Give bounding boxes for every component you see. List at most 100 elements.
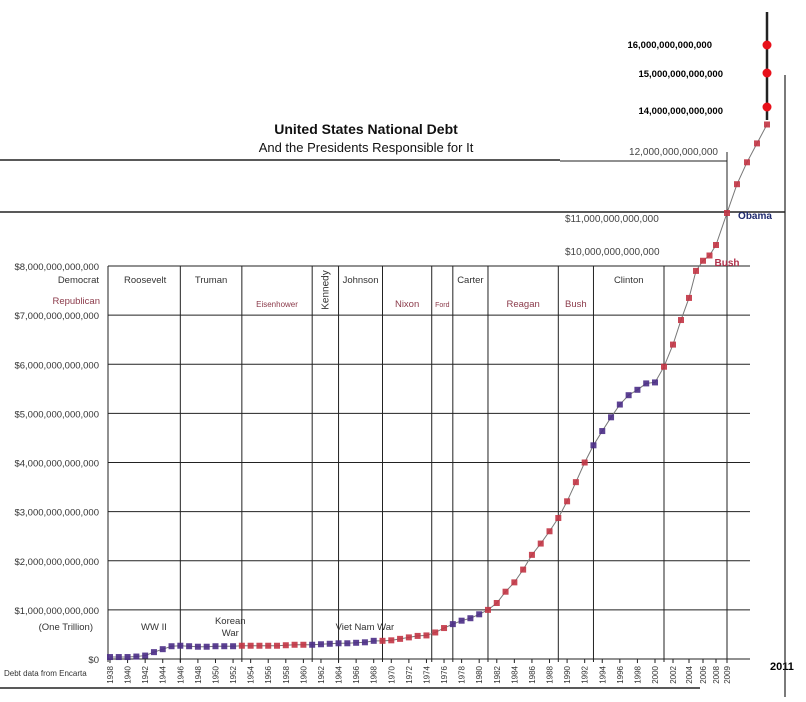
chart-title: United States National Debt — [274, 121, 458, 137]
president-label: Bush — [715, 258, 740, 269]
president-label: Nixon — [395, 299, 419, 310]
annotation-line: WW II — [141, 622, 167, 633]
x-tick-label: 1960 — [299, 665, 308, 683]
x-tick-label: 1970 — [387, 665, 396, 683]
debt-point — [590, 442, 597, 449]
annotation-line: Viet Nam War — [336, 622, 395, 633]
x-tick-label: 1938 — [106, 665, 115, 683]
debt-point — [706, 252, 713, 259]
x-tick-label: 1944 — [159, 665, 168, 683]
debt-point — [754, 140, 760, 147]
debt-point — [441, 625, 448, 632]
x-tick-label: 1984 — [510, 665, 519, 683]
x-tick-label: 1968 — [370, 665, 379, 683]
debt-point — [133, 653, 140, 660]
debt-point — [115, 654, 122, 661]
debt-point — [564, 498, 571, 505]
debt-point — [159, 646, 166, 653]
debt-point — [370, 637, 377, 644]
debt-point — [168, 643, 175, 650]
president-label: Carter — [457, 275, 483, 286]
debt-point — [599, 428, 606, 435]
y-tick-label: $2,000,000,000,000 — [14, 557, 99, 568]
x-tick-label: 1952 — [229, 665, 238, 683]
x-tick-label: 1974 — [422, 665, 431, 683]
debt-point — [546, 528, 553, 535]
debt-point — [467, 615, 474, 622]
debt-point — [353, 639, 360, 646]
debt-point — [625, 392, 632, 399]
debt-point — [194, 643, 201, 650]
debt-point — [212, 643, 219, 650]
debt-point — [379, 637, 386, 644]
x-tick-label: 2002 — [669, 665, 678, 683]
x-tick-label: 1998 — [633, 665, 642, 683]
debt-point — [555, 515, 562, 522]
annotation-line: Korean — [215, 616, 246, 627]
x-tick-label: 2004 — [685, 665, 694, 683]
debt-point — [476, 611, 483, 618]
debt-point — [326, 640, 333, 647]
annotation-label: WW II — [141, 622, 167, 633]
debt-point — [107, 654, 113, 661]
president-label: Clinton — [614, 275, 644, 286]
debt-point — [309, 641, 316, 648]
y-tick-label: $6,000,000,000,000 — [14, 360, 99, 371]
debt-point — [274, 642, 281, 649]
debt-point — [344, 640, 351, 647]
debt-point — [414, 632, 421, 639]
x-end-label: 2011 — [770, 661, 794, 673]
debt-point — [397, 635, 404, 642]
y-tick-sublabel: (One Trillion) — [39, 622, 93, 633]
upper-y-label: 15,000,000,000,000 — [638, 69, 723, 80]
debt-point — [652, 379, 658, 386]
x-tick-label: 1942 — [141, 665, 150, 683]
debt-point — [572, 479, 579, 486]
debt-point — [238, 642, 245, 649]
x-tick-label: 1996 — [616, 665, 625, 683]
y-tick-label: $1,000,000,000,000 — [14, 606, 99, 617]
x-tick-label: 1978 — [458, 665, 467, 683]
president-label: Roosevelt — [124, 275, 167, 286]
debt-point — [484, 606, 491, 613]
president-label: Kennedy — [320, 270, 331, 309]
debt-point — [511, 579, 518, 586]
debt-point — [423, 632, 430, 639]
x-tick-label: 1982 — [493, 665, 502, 683]
debt-point — [581, 459, 588, 466]
source-note: Debt data from Encarta — [4, 669, 87, 678]
y-tick-label: $8,000,000,000,000 — [14, 262, 99, 273]
x-tick-label: 1992 — [581, 665, 590, 683]
debt-point — [670, 341, 676, 348]
projection-point — [762, 68, 772, 78]
y-tick-label: $5,000,000,000,000 — [14, 409, 99, 420]
debt-point — [449, 621, 456, 628]
debt-point — [282, 642, 289, 649]
x-tick-label: 1950 — [211, 665, 220, 683]
projection-point — [762, 102, 772, 112]
debt-point — [186, 643, 193, 650]
debt-point — [291, 641, 298, 648]
x-tick-label: 1946 — [176, 665, 185, 683]
debt-point — [124, 654, 131, 661]
debt-point — [693, 267, 699, 274]
president-label: Bush — [565, 299, 587, 310]
debt-point — [388, 637, 395, 644]
annotation-label: Viet Nam War — [336, 622, 395, 633]
debt-point — [713, 242, 719, 248]
upper-y-label: 16,000,000,000,000 — [627, 40, 712, 51]
debt-point — [247, 642, 254, 649]
x-tick-label: 1962 — [317, 665, 326, 683]
x-tick-label: 1956 — [264, 665, 273, 683]
president-label: Johnson — [343, 275, 379, 286]
debt-point — [661, 363, 667, 370]
x-tick-label: 2008 — [712, 665, 721, 683]
party-label-democrat: Democrat — [58, 275, 100, 286]
debt-point — [335, 640, 342, 647]
debt-point — [734, 181, 740, 188]
debt-point — [493, 599, 500, 606]
debt-point — [643, 380, 650, 387]
upper-y-label: $10,000,000,000,000 — [565, 247, 660, 258]
y-tick-label: $3,000,000,000,000 — [14, 508, 99, 519]
